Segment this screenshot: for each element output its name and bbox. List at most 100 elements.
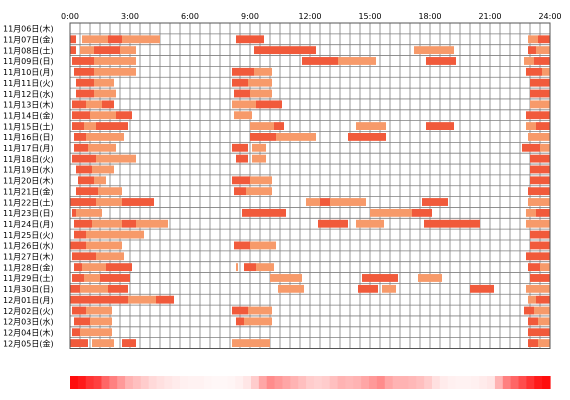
heat-cell bbox=[439, 376, 449, 389]
activity-bar bbox=[76, 208, 102, 217]
heat-cell bbox=[400, 376, 409, 389]
heat-cell bbox=[502, 376, 512, 389]
activity-bar bbox=[248, 78, 272, 87]
activity-bar bbox=[122, 35, 160, 44]
activity-bar bbox=[244, 263, 256, 272]
activity-bar bbox=[90, 317, 112, 326]
activity-bar bbox=[538, 317, 550, 326]
activity-bar bbox=[526, 284, 550, 293]
heat-cell bbox=[109, 376, 118, 389]
activity-bar bbox=[232, 143, 248, 152]
heat-cell bbox=[203, 376, 213, 389]
activity-bar bbox=[72, 306, 86, 315]
activity-bar bbox=[88, 143, 116, 152]
heat-cell bbox=[290, 376, 299, 389]
activity-bar bbox=[338, 57, 376, 65]
activity-bar bbox=[236, 35, 264, 44]
activity-bar bbox=[96, 252, 124, 261]
x-tick-label: 21:00 bbox=[478, 12, 501, 21]
activity-bar bbox=[70, 35, 76, 44]
activity-bar bbox=[540, 143, 550, 152]
day-labels: 11月06日(木)11月07日(金)11月08日(土) 11月09日(日) 11月1… bbox=[3, 24, 54, 349]
activity-bar bbox=[108, 284, 128, 293]
activity-bar bbox=[306, 198, 320, 206]
heat-cell bbox=[172, 376, 181, 389]
activity-bar bbox=[100, 274, 130, 282]
activity-bar bbox=[528, 133, 550, 141]
day-label: 11月12日(水) bbox=[3, 89, 54, 99]
heat-cell bbox=[235, 376, 244, 389]
activity-bar bbox=[236, 317, 244, 326]
activity-bar bbox=[526, 67, 542, 76]
x-tick-label: 15:00 bbox=[358, 12, 381, 21]
activity-bar bbox=[72, 122, 84, 130]
activity-bar bbox=[256, 263, 274, 272]
activity-bar bbox=[92, 219, 122, 228]
day-label: 11月23日(日) bbox=[3, 209, 54, 218]
activity-bar bbox=[526, 252, 550, 261]
heat-cell bbox=[313, 376, 323, 389]
day-label: 11月09日(日) bbox=[3, 57, 54, 66]
activity-bar bbox=[82, 263, 106, 272]
activity-bar bbox=[356, 122, 386, 130]
heat-cell bbox=[455, 376, 465, 389]
activity-bar bbox=[94, 176, 106, 185]
activity-bar bbox=[536, 295, 550, 304]
activity-bar bbox=[94, 46, 120, 55]
day-label: 11月28日(金) bbox=[3, 262, 54, 272]
activity-bar bbox=[526, 111, 550, 120]
day-label: 11月15日(土) bbox=[3, 121, 54, 131]
activity-bar bbox=[74, 67, 94, 76]
heat-cell bbox=[180, 376, 189, 389]
heat-cell bbox=[321, 376, 331, 389]
activity-bar bbox=[528, 339, 538, 347]
day-label: 11月30日(日) bbox=[3, 285, 54, 294]
activity-bar bbox=[302, 57, 338, 65]
activity-bar bbox=[102, 100, 114, 109]
activity-bar bbox=[534, 306, 550, 315]
activity-bar bbox=[254, 46, 316, 55]
day-label: 11月29日(土) bbox=[3, 273, 54, 283]
heat-cell bbox=[77, 376, 87, 389]
activity-bar bbox=[70, 295, 128, 304]
heat-cell bbox=[117, 376, 126, 389]
activity-bar bbox=[94, 89, 116, 98]
heat-cell bbox=[479, 376, 488, 389]
heat-cell bbox=[329, 376, 339, 389]
heat-cell bbox=[195, 376, 205, 389]
heat-cell bbox=[518, 376, 527, 389]
activity-bar bbox=[122, 339, 136, 347]
activity-bar bbox=[86, 230, 144, 239]
day-label: 11月22日(土) bbox=[3, 197, 54, 207]
activity-bar bbox=[156, 295, 174, 304]
activity-bar bbox=[248, 306, 272, 315]
activity-bar bbox=[96, 122, 128, 130]
day-label: 11月13日(木) bbox=[3, 100, 54, 110]
heat-cell bbox=[211, 376, 221, 389]
day-label: 11月07日(金) bbox=[3, 35, 54, 45]
activity-bar bbox=[422, 198, 448, 206]
activity-bar bbox=[72, 328, 80, 337]
activity-bar bbox=[74, 230, 86, 239]
heat-cell bbox=[447, 376, 457, 389]
activity-bar bbox=[76, 187, 98, 196]
activity-bar bbox=[74, 263, 82, 272]
heat-cell bbox=[266, 376, 276, 389]
heat-cell bbox=[219, 376, 228, 389]
activity-bars bbox=[70, 35, 550, 347]
activity-bar bbox=[530, 241, 550, 250]
activity-bar bbox=[536, 208, 550, 217]
day-label: 11月27日(木) bbox=[3, 252, 54, 262]
activity-bar bbox=[92, 165, 114, 174]
activity-bar bbox=[534, 57, 550, 65]
heat-cell bbox=[353, 376, 362, 389]
heat-cell bbox=[156, 376, 166, 389]
activity-bar bbox=[528, 295, 536, 304]
activity-bar bbox=[70, 241, 86, 250]
heat-cell bbox=[188, 376, 197, 389]
activity-bar bbox=[530, 89, 550, 98]
activity-bar bbox=[278, 284, 304, 293]
activity-bar bbox=[426, 122, 454, 130]
x-tick-label: 0:00 bbox=[61, 12, 79, 21]
